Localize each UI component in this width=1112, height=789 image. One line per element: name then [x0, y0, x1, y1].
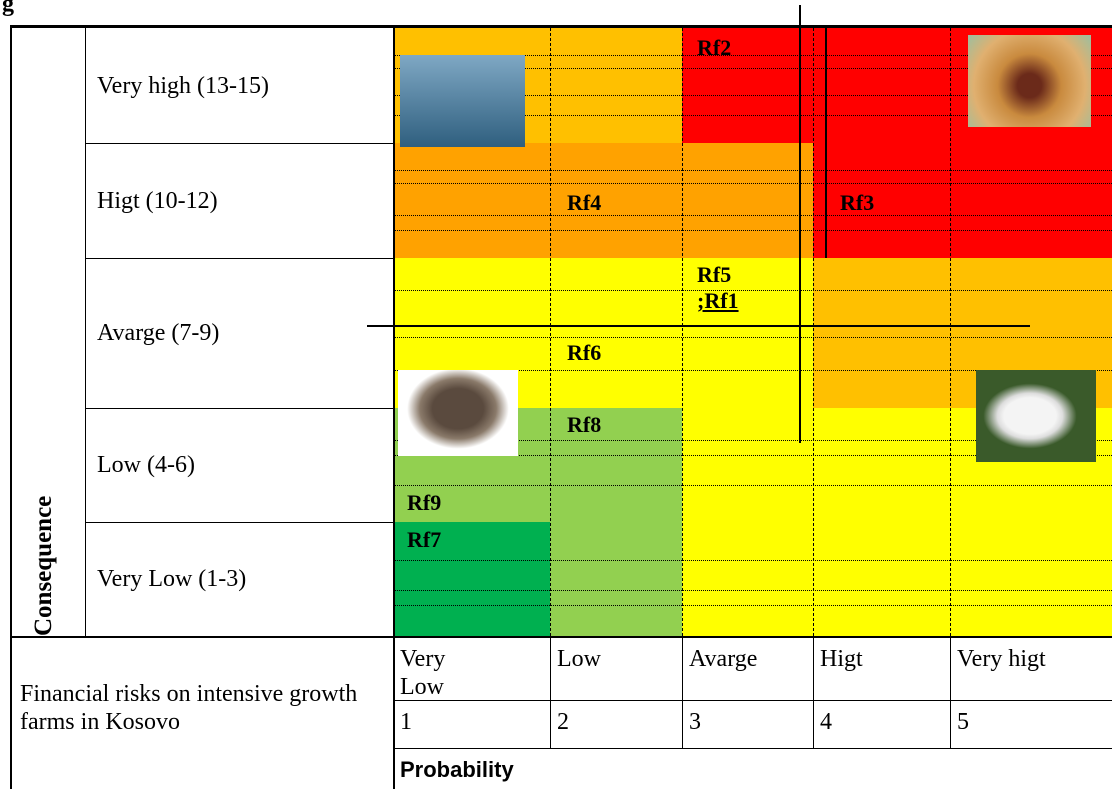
probability-number: 5	[957, 709, 969, 735]
risk-label: Rf5	[697, 262, 732, 287]
dotted-line	[393, 230, 1112, 231]
matrix-cell	[950, 522, 1112, 636]
dotted-line	[393, 215, 1112, 216]
probability-label: Avarge	[689, 646, 758, 672]
border	[10, 636, 1112, 638]
row-label: Avarge (7-9)	[97, 320, 220, 346]
dotted-line	[393, 115, 1112, 116]
probability-label: Low	[557, 646, 601, 672]
border	[393, 28, 395, 789]
matrix-cell	[950, 143, 1112, 258]
matrix-cell	[682, 522, 813, 636]
probability-label: Very higt	[957, 646, 1046, 672]
caption: Financial risks on intensive growth farm…	[20, 681, 358, 735]
dotted-line	[813, 28, 814, 636]
rat-image	[398, 370, 518, 456]
probability-number: 3	[689, 709, 701, 735]
probability-label: Very Low	[400, 646, 446, 700]
dotted-line	[393, 183, 1112, 184]
dotted-line	[550, 28, 551, 636]
dotted-line	[950, 28, 951, 636]
matrix-cell	[682, 28, 813, 143]
row-label: Higt (10-12)	[97, 187, 218, 214]
border	[393, 700, 1112, 701]
matrix-cell	[393, 143, 550, 258]
dotted-line	[393, 370, 1112, 371]
matrix-cell	[550, 408, 682, 522]
border	[682, 636, 683, 748]
dotted-line	[393, 560, 1112, 561]
border	[550, 636, 551, 748]
dotted-line	[682, 28, 683, 636]
line	[799, 5, 801, 443]
matrix-cell	[813, 143, 950, 258]
axis-label: Consequence	[30, 495, 57, 636]
shark-image	[400, 55, 525, 147]
border	[813, 636, 814, 748]
row-label: Very Low (1-3)	[97, 566, 247, 592]
border	[393, 748, 1112, 749]
dotted-line	[393, 440, 1112, 441]
probability-title: Probability	[400, 757, 514, 782]
matrix-cell	[682, 258, 813, 408]
matrix-cell	[550, 258, 682, 408]
title-fragment: g	[2, 0, 14, 17]
probability-number: 4	[820, 709, 832, 735]
dotted-line	[393, 95, 1112, 96]
risk-label: Rf6	[567, 340, 602, 365]
border	[10, 25, 12, 789]
matrix-cell	[813, 258, 950, 408]
dotted-line	[393, 605, 1112, 606]
matrix-cell	[550, 522, 682, 636]
dotted-line	[393, 290, 1112, 291]
risk-label: Rf4	[567, 190, 602, 215]
dotted-line	[393, 337, 1112, 338]
risk-label: Rf2	[697, 35, 732, 60]
border	[85, 28, 86, 636]
risk-label: Rf8	[567, 412, 602, 437]
probability-number: 1	[400, 709, 412, 735]
border	[950, 636, 951, 748]
border	[85, 522, 393, 523]
border	[85, 143, 393, 144]
matrix-cell	[813, 408, 950, 522]
risk-label: Rf7	[407, 527, 442, 552]
border	[85, 258, 393, 259]
risk-label: Rf3	[840, 190, 875, 215]
probability-label: Higt	[820, 646, 863, 672]
dotted-line	[393, 455, 1112, 456]
border	[10, 25, 1112, 28]
line	[825, 28, 827, 258]
dotted-line	[393, 68, 1112, 69]
lion-image	[968, 35, 1091, 127]
risk-label: ;Rf1	[697, 288, 739, 313]
line	[367, 325, 1030, 327]
dotted-line	[393, 485, 1112, 486]
matrix-cell	[813, 522, 950, 636]
risk-label: Rf9	[407, 490, 442, 515]
rabbit-image	[976, 370, 1096, 462]
matrix-cell	[813, 28, 950, 143]
matrix-cell	[682, 143, 813, 258]
dotted-line	[393, 170, 1112, 171]
row-label: Very high (13-15)	[97, 72, 269, 99]
dotted-line	[393, 55, 1112, 56]
border	[85, 408, 393, 409]
matrix-cell	[550, 143, 682, 258]
matrix-cell	[393, 522, 550, 636]
row-label: Low (4-6)	[97, 452, 195, 478]
dotted-line	[393, 590, 1112, 591]
probability-number: 2	[557, 709, 569, 735]
matrix-cell	[682, 408, 813, 522]
matrix-cell	[550, 28, 682, 143]
